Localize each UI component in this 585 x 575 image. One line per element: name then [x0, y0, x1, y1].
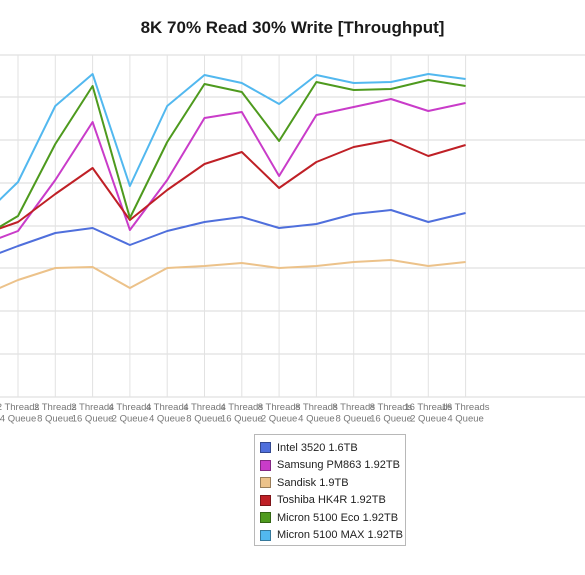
chart-legend: Intel 3520 1.6TB Samsung PM863 1.92TB Sand…	[254, 434, 406, 546]
legend-label: Micron 5100 MAX 1.92TB	[277, 529, 403, 542]
legend-label: Toshiba HK4R 1.92TB	[277, 494, 386, 507]
x-tick-label: 4 Threads 16 Queue	[220, 402, 263, 425]
series-line-3	[0, 259, 466, 289]
x-tick-label: 8 Threads 2 Queue	[258, 402, 301, 425]
x-tick-label: 16 Threads 2 Queue	[404, 402, 452, 425]
x-tick-label: 2 Threads 16 Queue	[71, 402, 114, 425]
series-line-1	[0, 209, 466, 254]
series-line-2	[0, 98, 466, 239]
legend-swatch	[260, 512, 271, 524]
legend-label: Samsung PM863 1.92TB	[277, 459, 400, 472]
x-tick-label: 2 Threads 8 Queue	[34, 402, 77, 425]
chart-title: 8K 70% Read 30% Write [Throughput]	[140, 18, 445, 37]
x-tick-label: 16 Threads 4 Queue	[442, 402, 490, 425]
series-lines	[0, 73, 466, 289]
series-line-4	[0, 139, 466, 230]
legend-item: Micron 5100 MAX 1.92TB	[260, 527, 405, 545]
legend-item: Sandisk 1.9TB	[260, 474, 405, 492]
series-line-5	[0, 79, 466, 228]
legend-label: Intel 3520 1.6TB	[277, 441, 358, 454]
legend-item: Samsung PM863 1.92TB	[260, 457, 405, 475]
series-line-6	[0, 73, 466, 201]
x-tick-label: 8 Threads 8 Queue	[332, 402, 375, 425]
legend-swatch	[260, 494, 271, 506]
legend-swatch	[260, 442, 271, 454]
legend-swatch	[260, 477, 271, 489]
x-tick-label: 2 Threads 4 Queue	[0, 402, 40, 425]
x-tick-label: 4 Threads 2 Queue	[109, 402, 152, 425]
legend-item: Micron 5100 Eco 1.92TB	[260, 509, 405, 527]
x-tick-label: 8 Threads 16 Queue	[370, 402, 413, 425]
legend-item: Intel 3520 1.6TB	[260, 439, 405, 457]
x-tick-label: 4 Threads 8 Queue	[183, 402, 226, 425]
x-tick-label: 8 Threads 4 Queue	[295, 402, 338, 425]
legend-swatch	[260, 459, 271, 471]
legend-swatch	[260, 529, 271, 541]
legend-label: Sandisk 1.9TB	[277, 476, 349, 489]
legend-label: Micron 5100 Eco 1.92TB	[277, 511, 399, 524]
x-tick-label: 4 Threads 4 Queue	[146, 402, 189, 425]
legend-item: Toshiba HK4R 1.92TB	[260, 492, 405, 510]
